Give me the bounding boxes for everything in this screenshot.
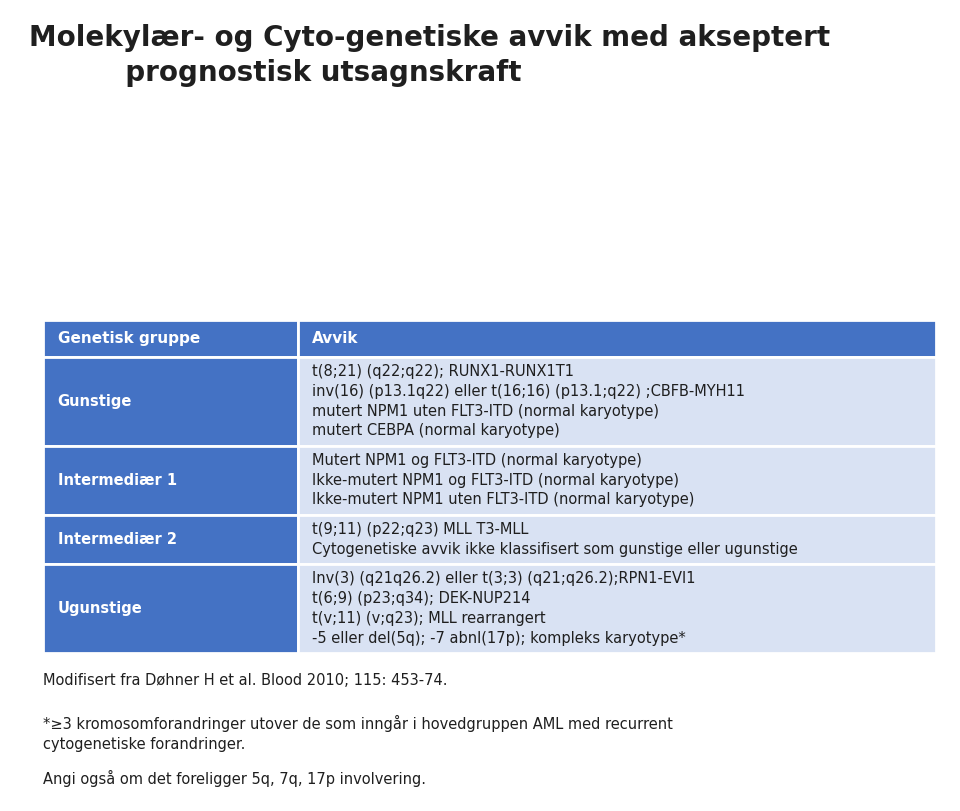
- Bar: [298, 445, 936, 515]
- Text: Angi også om det foreligger 5q, 7q, 17p involvering.: Angi også om det foreligger 5q, 7q, 17p …: [43, 770, 426, 787]
- Text: Genetisk gruppe: Genetisk gruppe: [58, 331, 200, 346]
- Bar: [43, 445, 298, 515]
- Bar: [43, 515, 298, 564]
- Text: Mutert NPM1 og FLT3-ITD (normal karyotype)
Ikke-mutert NPM1 og FLT3-ITD (normal : Mutert NPM1 og FLT3-ITD (normal karyotyp…: [312, 453, 694, 508]
- Bar: [298, 357, 936, 445]
- Text: t(9;11) (p22;q23) MLL T3-MLL
Cytogenetiske avvik ikke klassifisert som gunstige : t(9;11) (p22;q23) MLL T3-MLL Cytogenetis…: [312, 522, 798, 557]
- Text: Modifisert fra Døhner H et al. Blood 2010; 115: 453-74.: Modifisert fra Døhner H et al. Blood 201…: [43, 673, 447, 688]
- Bar: [43, 357, 298, 445]
- Text: Intermediær 1: Intermediær 1: [58, 473, 177, 487]
- Bar: [298, 515, 936, 564]
- Bar: [298, 320, 936, 357]
- Text: *≥3 kromosomforandringer utover de som inngår i hovedgruppen AML med recurrent
c: *≥3 kromosomforandringer utover de som i…: [43, 715, 673, 752]
- Text: Gunstige: Gunstige: [58, 393, 132, 409]
- Text: Intermediær 2: Intermediær 2: [58, 532, 177, 547]
- Text: Inv(3) (q21q26.2) eller t(3;3) (q21;q26.2);RPN1-EVI1
t(6;9) (p23;q34); DEK-NUP21: Inv(3) (q21q26.2) eller t(3;3) (q21;q26.…: [312, 571, 695, 646]
- Text: t(8;21) (q22;q22); RUNX1-RUNX1T1
inv(16) (p13.1q22) eller t(16;16) (p13.1;q22) ;: t(8;21) (q22;q22); RUNX1-RUNX1T1 inv(16)…: [312, 364, 745, 439]
- Bar: [298, 564, 936, 653]
- Text: Molekylær- og Cyto-genetiske avvik med akseptert
          prognostisk utsagnskr: Molekylær- og Cyto-genetiske avvik med a…: [29, 24, 830, 87]
- Text: Ugunstige: Ugunstige: [58, 601, 142, 616]
- Bar: [43, 564, 298, 653]
- Text: Avvik: Avvik: [312, 331, 358, 346]
- Bar: [43, 320, 298, 357]
